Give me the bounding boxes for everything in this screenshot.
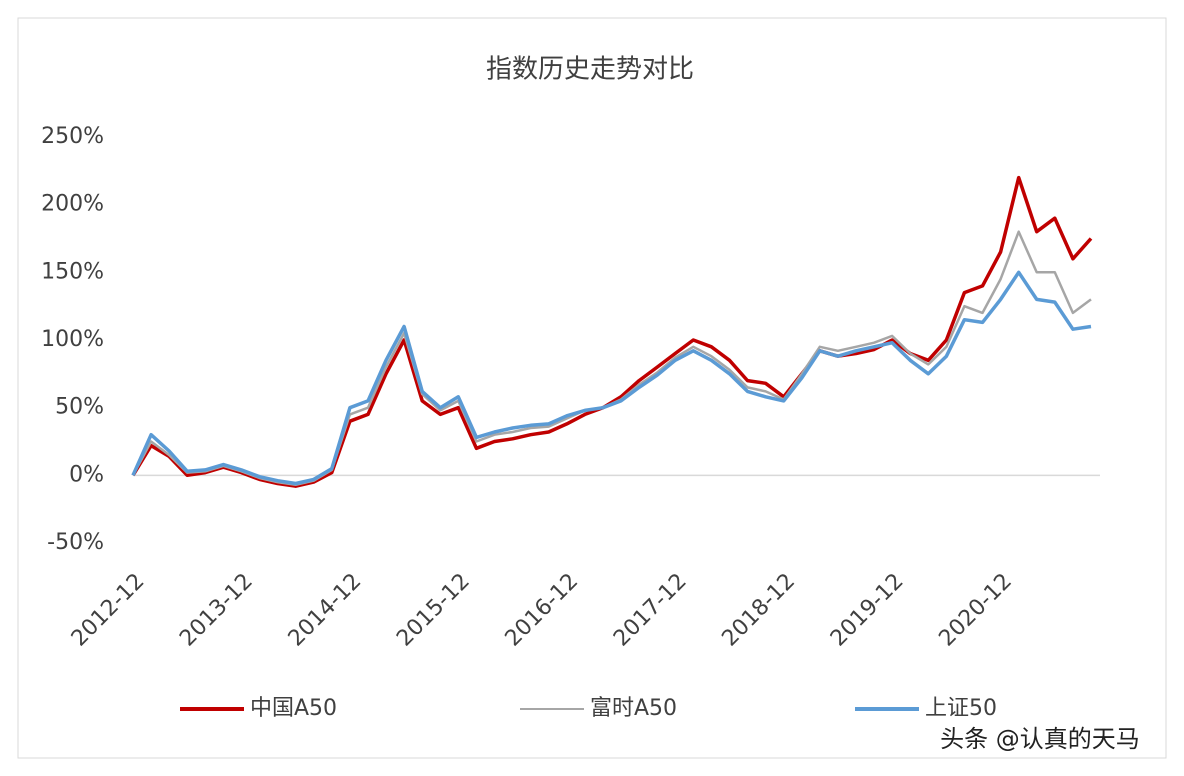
- legend-label: 富时A50: [590, 696, 677, 721]
- y-tick-label: 200%: [41, 192, 104, 217]
- y-tick-label: 100%: [41, 327, 104, 352]
- chart-title: 指数历史走势对比: [486, 55, 694, 85]
- series-line: [131, 270, 1092, 486]
- y-tick-label: 250%: [41, 124, 104, 149]
- legend-label: 中国A50: [250, 696, 337, 721]
- y-tick-label: 150%: [41, 259, 104, 284]
- y-tick-label: 0%: [69, 462, 104, 487]
- chart-frame: [17, 17, 1167, 759]
- y-tick-label: 50%: [55, 395, 104, 420]
- legend-label: 上证50: [925, 696, 997, 721]
- y-tick-label: -50%: [47, 530, 104, 555]
- watermark: 头条 @认真的天马: [940, 725, 1140, 753]
